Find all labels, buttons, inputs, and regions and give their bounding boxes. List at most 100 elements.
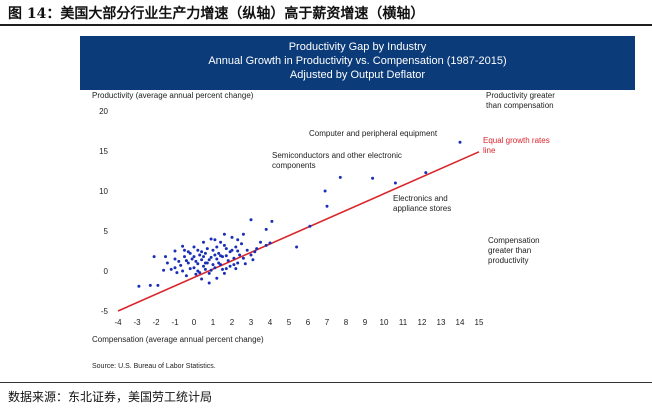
y-axis: 20 15 10 5 0 -5 <box>99 107 108 316</box>
data-point <box>148 283 152 287</box>
data-point <box>371 176 375 180</box>
data-point <box>221 267 224 271</box>
data-point <box>192 266 196 270</box>
equal-growth-rates-line <box>117 151 480 312</box>
data-point <box>224 247 228 251</box>
data-point <box>202 264 205 268</box>
data-point <box>198 253 202 257</box>
data-point <box>188 267 192 271</box>
chart-title: Productivity Gap by Industry <box>288 41 427 53</box>
data-point <box>393 181 397 185</box>
data-point <box>241 256 245 260</box>
data-point <box>240 242 243 246</box>
data-point <box>194 272 198 276</box>
data-point <box>253 250 257 254</box>
data-point <box>213 253 217 257</box>
y-tick-label: 10 <box>99 187 108 196</box>
equal-growth-label: Equal growth rates line <box>483 136 550 155</box>
data-points <box>137 140 462 288</box>
data-point <box>152 255 156 259</box>
data-point <box>213 238 217 242</box>
data-point <box>192 245 196 249</box>
data-point <box>207 258 211 262</box>
data-point <box>165 261 169 265</box>
data-point <box>200 250 204 254</box>
data-point <box>205 247 209 251</box>
data-point <box>169 267 173 271</box>
chart-subtitle-2: Adjusted by Output Deflator <box>289 69 426 81</box>
data-point <box>137 284 141 288</box>
data-point <box>236 249 240 253</box>
x-tick-label: -2 <box>152 318 160 327</box>
scatter-chart: Productivity (average annual percent cha… <box>92 91 555 370</box>
x-tick-label: 5 <box>287 318 292 327</box>
data-point <box>268 241 272 245</box>
figure-header: 图 14：美国大部分行业生产力增速（纵轴）高于薪资增速（横轴） <box>0 0 652 26</box>
data-point <box>232 256 236 260</box>
data-point <box>209 255 213 259</box>
data-point <box>196 262 200 266</box>
data-point <box>228 264 232 268</box>
x-axis: -4 -3 -2 -1 0 1 2 3 4 5 6 7 8 9 10 11 12 13 14 15 <box>114 318 484 327</box>
chart-banner: Productivity Gap by Industry Annual Grow… <box>80 36 635 90</box>
x-tick-label: 6 <box>306 318 311 327</box>
data-point <box>173 249 177 253</box>
data-point <box>156 283 160 287</box>
data-point <box>188 251 192 255</box>
data-point <box>186 261 190 265</box>
y-tick-label: 5 <box>104 227 109 236</box>
x-tick-label: 8 <box>344 318 349 327</box>
annotation-semiconductors: Semiconductors and other electronic compo… <box>272 151 402 170</box>
data-point <box>209 268 213 272</box>
data-point <box>234 245 238 249</box>
data-point <box>215 257 219 261</box>
data-point <box>219 254 223 258</box>
data-point <box>203 267 207 271</box>
data-point <box>181 269 185 273</box>
data-point <box>295 245 299 249</box>
x-tick-label: 0 <box>192 318 197 327</box>
data-point <box>228 250 232 254</box>
data-point <box>230 235 234 239</box>
data-point <box>181 244 185 248</box>
data-point <box>270 219 274 223</box>
data-point <box>245 248 249 252</box>
data-point <box>323 189 327 193</box>
data-point <box>209 237 213 241</box>
data-point <box>325 204 329 208</box>
x-tick-label: -1 <box>171 318 179 327</box>
data-point <box>236 261 240 265</box>
data-point <box>224 267 228 271</box>
figure-footer: 数据来源：东北证券，美国劳工统计局 <box>0 382 652 409</box>
data-point <box>219 240 223 244</box>
data-point <box>238 253 242 257</box>
data-point <box>211 263 215 267</box>
data-point <box>236 238 240 242</box>
data-point <box>224 254 228 258</box>
data-point <box>207 281 211 285</box>
data-point <box>202 240 205 244</box>
annotations: Computer and peripheral equipment Semicon… <box>272 129 451 213</box>
data-point <box>213 266 217 270</box>
data-point <box>424 171 428 175</box>
x-tick-label: 1 <box>211 318 216 327</box>
x-tick-label: 9 <box>363 318 368 327</box>
data-point <box>217 251 221 255</box>
data-point <box>241 232 245 236</box>
x-tick-label: -3 <box>133 318 141 327</box>
data-point <box>175 271 179 275</box>
data-point <box>255 247 259 251</box>
data-point <box>232 263 236 267</box>
data-point <box>203 261 207 265</box>
data-point <box>264 243 268 247</box>
data-point <box>215 276 219 280</box>
data-point <box>251 258 255 262</box>
data-point <box>222 243 226 247</box>
data-point <box>222 232 226 236</box>
chart-subtitle: Annual Growth in Productivity vs. Compen… <box>208 55 507 67</box>
x-tick-label: 7 <box>325 318 330 327</box>
x-axis-label: Compensation (average annual percent cha… <box>92 335 264 344</box>
data-point <box>179 263 183 267</box>
x-tick-label: 14 <box>456 318 465 327</box>
figure-title: 图 14：美国大部分行业生产力增速（纵轴）高于薪资增速（横轴） <box>8 6 425 22</box>
